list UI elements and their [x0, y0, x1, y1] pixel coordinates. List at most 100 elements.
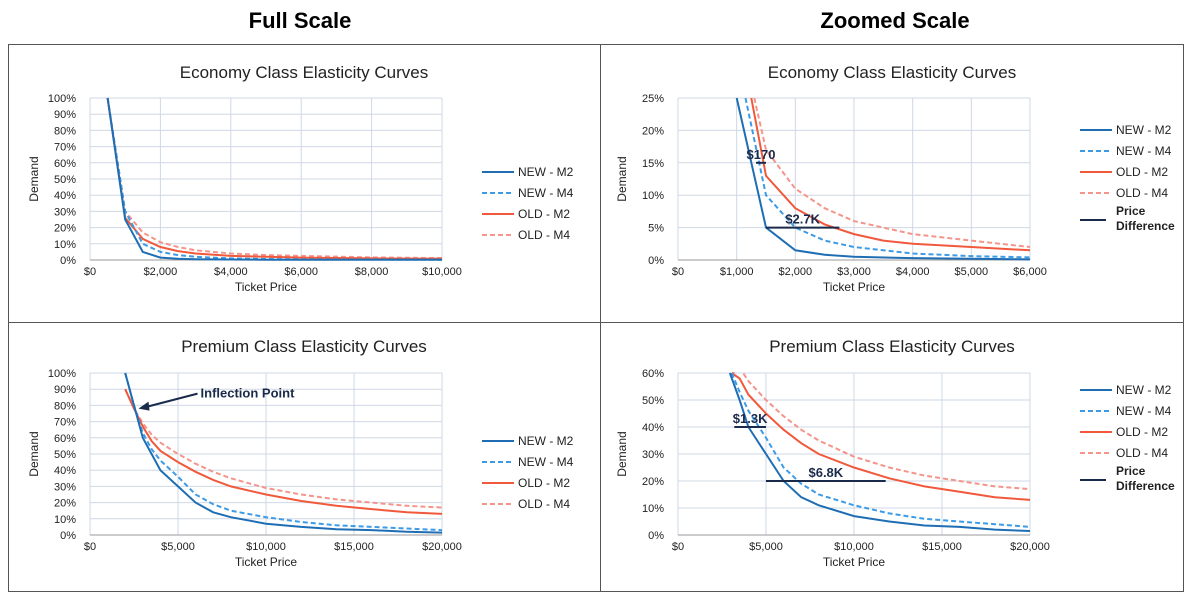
- series-line-old-m4: [753, 97, 1030, 248]
- legend-label: NEW - M4: [518, 186, 574, 200]
- annotation-label: Inflection Point: [201, 386, 296, 401]
- y-tick-label: 70%: [54, 417, 76, 429]
- legend-label: NEW - M4: [518, 455, 574, 469]
- y-tick-label: 0%: [648, 255, 664, 267]
- annotation-arrow: [143, 392, 198, 409]
- legend-label: OLD - M2: [518, 476, 570, 490]
- legend-label: NEW - M2: [518, 434, 574, 448]
- legend-label-price-difference: Price: [1116, 464, 1146, 478]
- y-tick-label: 40%: [54, 190, 76, 202]
- legend-label-price-difference: Difference: [1116, 479, 1175, 493]
- x-tick-label: $20,000: [422, 541, 462, 553]
- x-tick-label: $5,000: [161, 541, 195, 553]
- series-line-new-m4: [730, 372, 1030, 528]
- legend-label: OLD - M4: [518, 228, 570, 242]
- chart-title: Premium Class Elasticity Curves: [181, 337, 427, 356]
- y-tick-label: 60%: [54, 158, 76, 170]
- legend-label-price-difference: Difference: [1116, 219, 1175, 233]
- legend-label: OLD - M4: [1116, 186, 1168, 200]
- x-tick-label: $20,000: [1010, 541, 1050, 553]
- legend-label-price-difference: Price: [1116, 204, 1146, 218]
- x-axis-label: Ticket Price: [823, 555, 886, 569]
- x-axis-label: Ticket Price: [823, 280, 886, 294]
- x-tick-label: $0: [84, 266, 96, 278]
- grid-divider-vertical: [600, 44, 601, 592]
- x-tick-label: $10,000: [834, 541, 874, 553]
- y-tick-label: 30%: [54, 206, 76, 218]
- series-line-old-m4: [731, 372, 1030, 491]
- y-tick-label: 15%: [642, 158, 664, 170]
- series-line-new-m2: [735, 97, 1030, 261]
- x-tick-label: $2,000: [144, 266, 178, 278]
- legend-label: OLD - M2: [1116, 165, 1168, 179]
- y-tick-label: 20%: [642, 125, 664, 137]
- x-tick-label: $4,000: [214, 266, 248, 278]
- series-line-old-m2: [750, 97, 1030, 252]
- y-axis-label: Demand: [615, 431, 629, 476]
- y-tick-label: 90%: [54, 384, 76, 396]
- y-tick-label: 60%: [642, 368, 664, 380]
- grid-divider-horizontal: [8, 322, 1184, 323]
- x-tick-label: $5,000: [955, 266, 989, 278]
- series-line-new-m2: [106, 97, 442, 261]
- x-tick-label: $8,000: [355, 266, 389, 278]
- y-tick-label: 100%: [48, 368, 76, 380]
- x-tick-label: $1,000: [720, 266, 754, 278]
- y-tick-label: 50%: [54, 174, 76, 186]
- full-scale-header: Full Scale: [248, 8, 352, 33]
- y-tick-label: 80%: [54, 400, 76, 412]
- y-tick-label: 20%: [54, 498, 76, 510]
- y-tick-label: 60%: [54, 433, 76, 445]
- zoomed-scale-header: Zoomed Scale: [820, 8, 970, 33]
- y-tick-label: 10%: [54, 514, 76, 526]
- legend-label: NEW - M2: [1116, 123, 1172, 137]
- chart-title: Premium Class Elasticity Curves: [769, 337, 1015, 356]
- price-difference-label: $2.7K: [785, 212, 820, 227]
- y-tick-label: 0%: [60, 255, 76, 267]
- chart-title: Economy Class Elasticity Curves: [180, 63, 428, 82]
- y-tick-label: 90%: [54, 109, 76, 121]
- x-tick-label: $10,000: [422, 266, 462, 278]
- x-tick-label: $5,000: [749, 541, 783, 553]
- legend-label: NEW - M4: [1116, 404, 1172, 418]
- chart-title: Economy Class Elasticity Curves: [768, 63, 1016, 82]
- y-tick-label: 10%: [642, 503, 664, 515]
- x-tick-label: $0: [672, 541, 684, 553]
- series-line-old-m4: [124, 388, 442, 509]
- series-line-old-m2: [124, 388, 442, 515]
- y-tick-label: 30%: [642, 449, 664, 461]
- y-tick-label: 25%: [642, 93, 664, 105]
- legend-label: OLD - M2: [518, 207, 570, 221]
- series-line-old-m2: [731, 372, 1030, 501]
- x-tick-label: $3,000: [837, 266, 871, 278]
- y-tick-label: 80%: [54, 125, 76, 137]
- annotation-arrowhead: [138, 401, 150, 411]
- y-tick-label: 10%: [54, 239, 76, 251]
- price-difference-label: $1.3K: [733, 411, 768, 426]
- x-axis-label: Ticket Price: [235, 555, 298, 569]
- x-axis-label: Ticket Price: [235, 280, 298, 294]
- x-tick-label: $6,000: [1013, 266, 1047, 278]
- x-tick-label: $0: [84, 541, 96, 553]
- legend-label: NEW - M4: [1116, 144, 1172, 158]
- y-tick-label: 20%: [642, 476, 664, 488]
- series-line-new-m4: [106, 97, 442, 261]
- y-tick-label: 5%: [648, 223, 664, 235]
- series-line-new-m4: [124, 372, 442, 532]
- y-tick-label: 40%: [54, 465, 76, 477]
- y-tick-label: 30%: [54, 481, 76, 493]
- legend-label: NEW - M2: [518, 165, 574, 179]
- x-tick-label: $0: [672, 266, 684, 278]
- x-tick-label: $2,000: [779, 266, 813, 278]
- x-tick-label: $4,000: [896, 266, 930, 278]
- y-axis-label: Demand: [615, 156, 629, 201]
- legend-label: NEW - M2: [1116, 383, 1172, 397]
- price-difference-label: $170: [747, 147, 776, 162]
- x-tick-label: $15,000: [334, 541, 374, 553]
- price-difference-label: $6.8K: [808, 465, 843, 480]
- y-tick-label: 50%: [642, 395, 664, 407]
